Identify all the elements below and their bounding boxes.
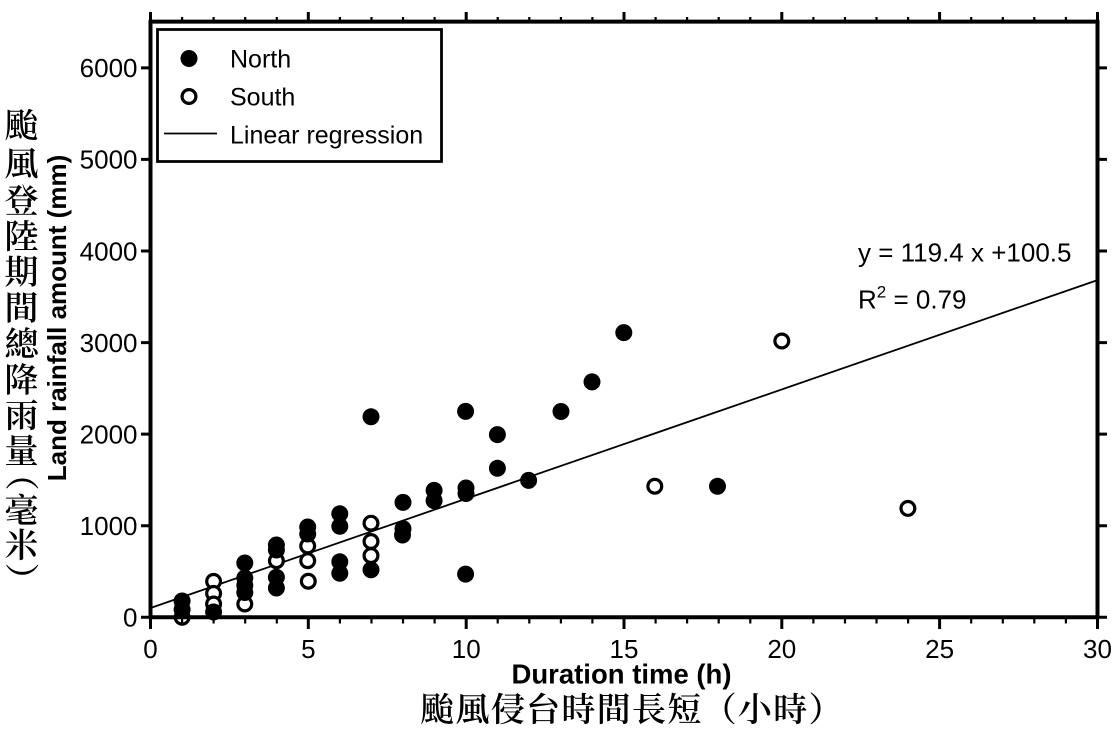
svg-text:5000: 5000 (80, 145, 138, 175)
svg-text:1000: 1000 (80, 511, 138, 541)
svg-text:North: North (230, 46, 291, 74)
svg-text:Land rainfall amount (mm): Land rainfall amount (mm) (42, 155, 72, 481)
svg-text:5: 5 (301, 634, 315, 664)
svg-text:20: 20 (767, 634, 796, 664)
svg-text:South: South (230, 84, 295, 112)
svg-text:25: 25 (925, 634, 954, 664)
svg-text:3000: 3000 (80, 328, 138, 358)
svg-text:4000: 4000 (80, 236, 138, 266)
svg-text:0: 0 (143, 634, 157, 664)
svg-text:30: 30 (1083, 634, 1112, 664)
svg-text:2000: 2000 (80, 419, 138, 449)
svg-text:6000: 6000 (80, 53, 138, 83)
svg-text:R2 = 0.79: R2 = 0.79 (858, 283, 966, 315)
svg-text:Duration time (h): Duration time (h) (512, 659, 732, 690)
svg-text:Linear regression: Linear regression (230, 122, 423, 150)
svg-text:0: 0 (123, 603, 137, 633)
svg-text:10: 10 (452, 634, 481, 664)
svg-text:15: 15 (610, 634, 639, 664)
svg-text:y = 119.4 x +100.5: y = 119.4 x +100.5 (858, 238, 1071, 268)
